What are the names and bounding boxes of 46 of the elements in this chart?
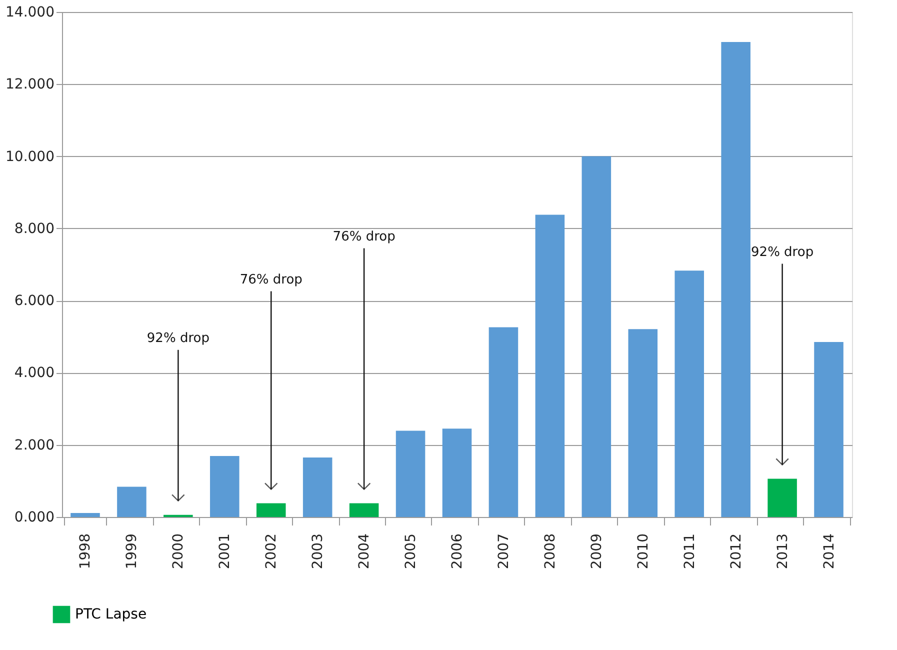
bar	[721, 42, 750, 517]
bar	[628, 329, 658, 517]
x-tick-label: 1999	[124, 534, 140, 570]
bar	[442, 428, 472, 517]
x-tick-label: 2004	[356, 533, 373, 570]
legend-label: PTC Lapse	[75, 606, 147, 622]
bar	[674, 270, 704, 517]
bar	[117, 486, 146, 517]
bar	[488, 327, 518, 517]
y-tick-label: 4.000	[14, 365, 54, 382]
bar	[349, 503, 379, 517]
y-tick-label: 0.000	[14, 510, 54, 526]
bar	[70, 513, 100, 517]
bar	[210, 456, 240, 517]
bar	[535, 214, 565, 517]
bar	[582, 156, 612, 517]
annotation: 92% drop	[751, 244, 814, 260]
x-tick-label: 2009	[588, 534, 605, 570]
x-tick-label: 2010	[635, 534, 652, 570]
bar	[814, 342, 844, 517]
bar	[396, 430, 426, 517]
x-tick-label: 2014	[821, 533, 838, 570]
annotation: 76% drop	[240, 272, 302, 288]
y-tick-label: 12.000	[6, 76, 54, 93]
y-tick-label: 10.000	[6, 148, 54, 165]
x-tick-label: 2013	[774, 534, 791, 570]
bar	[302, 457, 332, 517]
x-tick-label: 1998	[78, 534, 94, 570]
x-tick-label: 2001	[217, 534, 234, 570]
x-tick-label: 2000	[170, 534, 187, 570]
bar	[768, 478, 797, 517]
x-tick-label: 2006	[450, 533, 466, 570]
x-tick-label: 2012	[728, 534, 744, 570]
y-tick-label: 8.000	[14, 220, 54, 237]
annotation: 92% drop	[146, 330, 210, 346]
y-tick-label: 2.000	[14, 437, 54, 454]
x-tick-label: 2002	[264, 534, 280, 570]
x-tick-label: 2005	[403, 534, 420, 570]
x-tick-label: 2011	[682, 534, 698, 570]
y-tick-label: 14.000	[6, 4, 54, 20]
x-tick-label: 2003	[310, 534, 326, 570]
bar	[256, 503, 286, 517]
x-tick-label: 2008	[542, 534, 558, 570]
x-tick-label: 2007	[496, 534, 512, 570]
annotation: 76% drop	[332, 229, 396, 244]
y-tick-label: 6.000	[14, 293, 54, 310]
